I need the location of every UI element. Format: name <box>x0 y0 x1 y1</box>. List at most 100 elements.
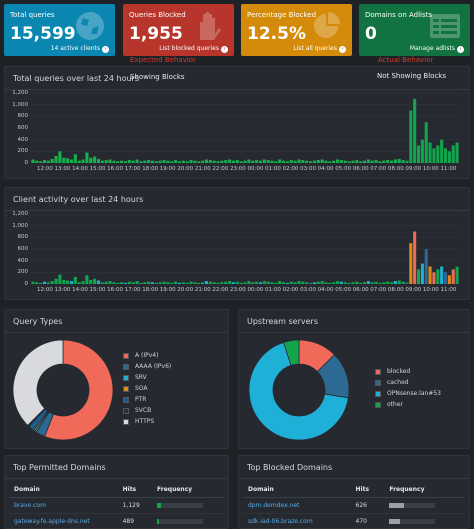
chart-bar[interactable] <box>328 282 332 284</box>
chart-bar[interactable] <box>413 231 417 285</box>
chart-bar[interactable] <box>193 160 197 163</box>
chart-bar[interactable] <box>374 160 378 163</box>
legend-item[interactable]: A (IPv4) <box>123 350 171 361</box>
chart-bar[interactable] <box>62 279 66 284</box>
chart-bar[interactable] <box>66 280 70 285</box>
chart-bar[interactable] <box>58 274 62 284</box>
chart-bar[interactable] <box>312 282 316 284</box>
chart-bar[interactable] <box>166 160 170 163</box>
chart-bar[interactable] <box>432 148 436 163</box>
chart-bar[interactable] <box>181 160 185 163</box>
chart-bar[interactable] <box>370 282 374 284</box>
domain-link[interactable]: gateway.fe.apple-dns.net <box>9 513 118 529</box>
chart-bar[interactable] <box>397 158 401 163</box>
chart-bar[interactable] <box>312 160 316 163</box>
chart-bar[interactable] <box>332 160 336 163</box>
chart-bar[interactable] <box>212 160 216 163</box>
chart-bar[interactable] <box>386 160 390 163</box>
chart-bar[interactable] <box>231 282 235 284</box>
chart-bar[interactable] <box>112 282 116 284</box>
chart-bar[interactable] <box>289 281 293 284</box>
chart-bar[interactable] <box>189 281 193 284</box>
chart-bar[interactable] <box>266 281 270 284</box>
chart-bar[interactable] <box>389 160 394 163</box>
chart-bar[interactable] <box>201 160 205 163</box>
chart-bar[interactable] <box>39 282 43 284</box>
chart-bar[interactable] <box>397 280 401 285</box>
chart-bar[interactable] <box>77 160 81 163</box>
chart-bar[interactable] <box>405 282 409 284</box>
chart-bar[interactable] <box>185 282 189 284</box>
chart-bar[interactable] <box>96 158 101 163</box>
chart-bar[interactable] <box>177 282 181 284</box>
chart-bar[interactable] <box>69 159 74 164</box>
chart-bar[interactable] <box>328 161 332 163</box>
chart-bar[interactable] <box>158 282 162 284</box>
chart-bar[interactable] <box>89 157 93 163</box>
chart-bar[interactable] <box>154 161 158 163</box>
chart-bar[interactable] <box>366 159 370 164</box>
chart-bar[interactable] <box>355 281 359 284</box>
chart-bar[interactable] <box>351 160 355 163</box>
chart-bar[interactable] <box>305 160 309 163</box>
chart-bar[interactable] <box>409 243 413 284</box>
chart-bar[interactable] <box>224 160 228 163</box>
chart-bar[interactable] <box>285 282 289 284</box>
chart-bar[interactable] <box>293 282 297 284</box>
chart-bar[interactable] <box>301 281 305 284</box>
chart-bar[interactable] <box>239 161 243 163</box>
chart-bar[interactable] <box>243 282 247 284</box>
chart-bar[interactable] <box>120 282 124 284</box>
chart-bar[interactable] <box>123 282 127 284</box>
stat-footer-link[interactable]: List all queries › <box>293 45 346 53</box>
chart-bar[interactable] <box>393 159 397 164</box>
chart-bar[interactable] <box>451 145 455 164</box>
chart-bar[interactable] <box>123 161 127 163</box>
chart-bar[interactable] <box>285 161 289 163</box>
chart-bar[interactable] <box>54 278 58 284</box>
legend-item[interactable]: SRV <box>123 372 171 383</box>
chart-bar[interactable] <box>332 282 336 284</box>
chart-bar[interactable] <box>143 160 147 163</box>
chart-bar[interactable] <box>320 281 324 284</box>
chart-bar[interactable] <box>366 281 370 284</box>
chart-bar[interactable] <box>258 160 262 163</box>
chart-bar[interactable] <box>112 160 116 163</box>
chart-bar[interactable] <box>216 282 220 284</box>
chart-bar[interactable] <box>282 160 286 163</box>
chart-bar[interactable] <box>370 160 374 163</box>
chart-bar[interactable] <box>201 282 205 284</box>
chart-bar[interactable] <box>320 159 324 164</box>
chart-bar[interactable] <box>251 160 255 163</box>
chart-bar[interactable] <box>351 282 355 284</box>
chart-bar[interactable] <box>131 282 135 284</box>
donut-slice[interactable] <box>44 339 114 441</box>
chart-bar[interactable] <box>378 282 382 284</box>
chart-bar[interactable] <box>416 145 421 164</box>
chart-bar[interactable] <box>166 282 170 284</box>
chart-bar[interactable] <box>235 160 239 163</box>
donut-slice[interactable] <box>12 339 64 426</box>
chart-bar[interactable] <box>447 275 451 284</box>
chart-bar[interactable] <box>181 282 185 284</box>
chart-bar[interactable] <box>46 160 50 163</box>
chart-bar[interactable] <box>428 266 432 285</box>
chart-bar[interactable] <box>401 281 405 284</box>
chart-bar[interactable] <box>393 281 397 284</box>
chart-bar[interactable] <box>405 160 409 163</box>
chart-bar[interactable] <box>85 152 89 164</box>
chart-bar[interactable] <box>50 158 54 163</box>
legend-item[interactable]: SVCB <box>123 405 171 416</box>
chart-bar[interactable] <box>339 160 343 163</box>
chart-bar[interactable] <box>324 282 328 284</box>
chart-bar[interactable] <box>336 159 340 164</box>
chart-bar[interactable] <box>443 272 448 284</box>
chart-bar[interactable] <box>158 160 162 163</box>
chart-bar[interactable] <box>189 160 193 163</box>
stat-footer-link[interactable]: 14 active clients › <box>51 45 109 53</box>
chart-bar[interactable] <box>301 160 305 163</box>
chart-bar[interactable] <box>69 281 74 284</box>
chart-bar[interactable] <box>316 281 320 284</box>
chart-bar[interactable] <box>100 160 104 163</box>
chart-bar[interactable] <box>324 160 328 163</box>
